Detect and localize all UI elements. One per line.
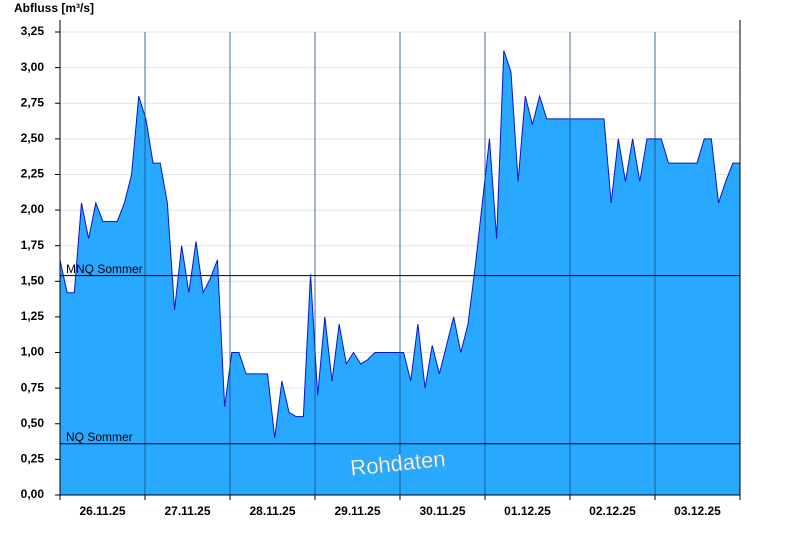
y-tick-label: 0,75 <box>21 380 45 394</box>
y-axis-label: Abfluss [m³/s] <box>14 1 94 15</box>
y-tick-label: 2,25 <box>21 167 45 181</box>
y-tick-label: 2,00 <box>21 202 45 216</box>
y-tick-label: 0,25 <box>21 452 45 466</box>
y-tick-label: 0,00 <box>21 487 45 501</box>
y-tick-label: 2,75 <box>21 95 45 109</box>
x-tick-label: 27.11.25 <box>164 504 210 518</box>
x-tick-label: 28.11.25 <box>249 504 295 518</box>
y-tick-label: 1,50 <box>21 273 45 287</box>
x-tick-label: 30.11.25 <box>419 504 465 518</box>
reference-label: NQ Sommer <box>66 430 133 444</box>
y-tick-label: 3,00 <box>21 60 45 74</box>
reference-label: MNQ Sommer <box>66 262 143 276</box>
x-tick-label: 29.11.25 <box>334 504 380 518</box>
x-tick-label: 03.12.25 <box>674 504 721 518</box>
y-tick-label: 0,50 <box>21 416 45 430</box>
y-tick-label: 1,00 <box>21 345 45 359</box>
y-tick-label: 1,25 <box>21 309 45 323</box>
y-tick-label: 2,50 <box>21 131 45 145</box>
x-tick-label: 26.11.25 <box>79 504 125 518</box>
y-tick-label: 3,25 <box>21 24 45 38</box>
x-tick-label: 01.12.25 <box>504 504 551 518</box>
y-tick-label: 1,75 <box>21 238 45 252</box>
x-tick-label: 02.12.25 <box>589 504 636 518</box>
